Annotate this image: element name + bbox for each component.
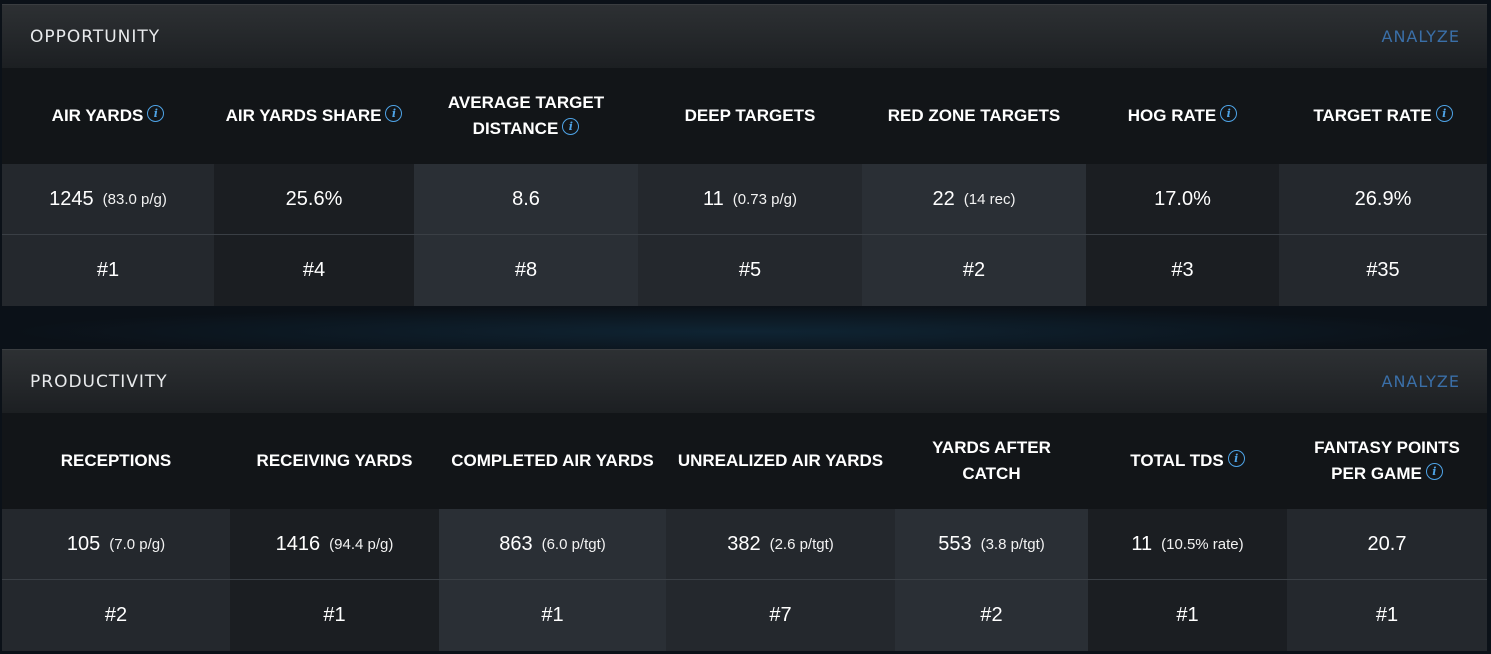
- metric-value-target-rate: 26.9%: [1279, 164, 1487, 235]
- info-icon[interactable]: i: [1227, 450, 1245, 467]
- metric-header-hog-rate: HOG RATE i: [1086, 68, 1279, 164]
- info-icon[interactable]: i: [1435, 105, 1453, 122]
- opportunity-analyze-link[interactable]: ANALYZE: [1381, 27, 1460, 46]
- metric-header-unrealized-air-yards: UNREALIZED AIR YARDS: [666, 413, 895, 509]
- metric-value-deep-targets: 11 (0.73 p/g): [638, 164, 862, 235]
- metric-sub: (94.4 p/g): [329, 535, 394, 553]
- metric-value: 105: [66, 532, 101, 555]
- metric-rank-receiving-yards: #1: [230, 580, 439, 651]
- metric-sub: (0.73 p/g): [732, 190, 797, 208]
- metric-sub: (3.8 p/tgt): [980, 535, 1045, 553]
- metric-label: FANTASY POINTS PER GAME: [1314, 438, 1460, 483]
- metric-header-deep-targets: DEEP TARGETS: [638, 68, 862, 164]
- metric-label: YARDS AFTER CATCH: [932, 438, 1051, 483]
- info-icon[interactable]: i: [385, 105, 403, 122]
- metric-label: COMPLETED AIR YARDS: [451, 451, 654, 470]
- metric-label: AIR YARDS: [51, 106, 144, 125]
- metric-label: RECEPTIONS: [60, 451, 172, 470]
- metric-header-target-rate: TARGET RATE i: [1279, 68, 1487, 164]
- productivity-analyze-link[interactable]: ANALYZE: [1381, 372, 1460, 391]
- metric-value-average-target-distance: 8.6: [414, 164, 638, 235]
- metric-label: AVERAGE TARGET DISTANCE: [447, 93, 605, 138]
- metric-rank-yards-after-catch: #2: [895, 580, 1088, 651]
- metric-rank-average-target-distance: #8: [414, 235, 638, 306]
- metric-label: RED ZONE TARGETS: [887, 106, 1061, 125]
- metric-value-hog-rate: 17.0%: [1086, 164, 1279, 235]
- metric-value-fantasy-points-per-game: 20.7: [1287, 509, 1487, 580]
- metric-rank-fantasy-points-per-game: #1: [1287, 580, 1487, 651]
- metric-label: TOTAL TDS: [1130, 451, 1224, 470]
- metric-header-total-tds: TOTAL TDS i: [1088, 413, 1287, 509]
- info-icon[interactable]: i: [1220, 105, 1238, 122]
- opportunity-panel: OPPORTUNITY ANALYZE AIR YARDS i AIR YARDS…: [2, 4, 1487, 306]
- metric-value-yards-after-catch: 553 (3.8 p/tgt): [895, 509, 1088, 580]
- metric-header-air-yards-share: AIR YARDS SHARE i: [214, 68, 414, 164]
- metric-value: 17.0%: [1154, 187, 1211, 210]
- metric-value-total-tds: 11 (10.5% rate): [1088, 509, 1287, 580]
- opportunity-header: OPPORTUNITY ANALYZE: [2, 4, 1487, 68]
- metric-rank-air-yards-share: #4: [214, 235, 414, 306]
- metric-rank-red-zone-targets: #2: [862, 235, 1086, 306]
- opportunity-metrics: AIR YARDS i AIR YARDS SHARE i AVERAGE TARG…: [2, 68, 1487, 306]
- opportunity-title: OPPORTUNITY: [30, 26, 161, 47]
- metric-header-fantasy-points-per-game: FANTASY POINTS PER GAME i: [1287, 413, 1487, 509]
- metric-header-air-yards: AIR YARDS i: [2, 68, 214, 164]
- metric-rank-deep-targets: #5: [638, 235, 862, 306]
- productivity-panel: PRODUCTIVITY ANALYZE RECEPTIONS RECEIVIN…: [2, 349, 1487, 651]
- metric-rank-receptions: #2: [2, 580, 230, 651]
- metric-sub: (2.6 p/tgt): [769, 535, 834, 553]
- metric-value: 8.6: [512, 187, 540, 210]
- metric-value-completed-air-yards: 863 (6.0 p/tgt): [439, 509, 666, 580]
- panel-gap: [0, 306, 1491, 349]
- metric-value-air-yards-share: 25.6%: [214, 164, 414, 235]
- metric-sub: (14 rec): [963, 190, 1016, 208]
- metric-header-receiving-yards: RECEIVING YARDS: [230, 413, 439, 509]
- metric-label: HOG RATE: [1127, 106, 1217, 125]
- metric-header-completed-air-yards: COMPLETED AIR YARDS: [439, 413, 666, 509]
- metric-sub: (7.0 p/g): [109, 535, 166, 553]
- metric-label: TARGET RATE: [1313, 106, 1432, 125]
- metric-sub: (83.0 p/g): [102, 190, 167, 208]
- metric-value: 20.7: [1367, 532, 1407, 555]
- metric-value: 11: [703, 187, 724, 210]
- metric-header-yards-after-catch: YARDS AFTER CATCH: [895, 413, 1088, 509]
- info-icon[interactable]: i: [147, 105, 165, 122]
- metric-header-receptions: RECEPTIONS: [2, 413, 230, 509]
- metric-value-receiving-yards: 1416 (94.4 p/g): [230, 509, 439, 580]
- metric-value-receptions: 105 (7.0 p/g): [2, 509, 230, 580]
- metric-value: 11: [1131, 532, 1153, 555]
- metric-value-red-zone-targets: 22 (14 rec): [862, 164, 1086, 235]
- metric-sub: (10.5% rate): [1161, 535, 1244, 553]
- info-icon[interactable]: i: [562, 118, 580, 135]
- metric-header-red-zone-targets: RED ZONE TARGETS: [862, 68, 1086, 164]
- metric-rank-completed-air-yards: #1: [439, 580, 666, 651]
- productivity-title: PRODUCTIVITY: [30, 371, 168, 392]
- metric-value: 22: [932, 187, 955, 210]
- metric-value: 1416: [275, 532, 321, 555]
- metric-value: 26.9%: [1354, 187, 1412, 210]
- metric-label: RECEIVING YARDS: [256, 451, 413, 470]
- metric-rank-unrealized-air-yards: #7: [666, 580, 895, 651]
- metric-value-air-yards: 1245 (83.0 p/g): [2, 164, 214, 235]
- metric-value: 25.6%: [285, 187, 343, 210]
- metric-rank-total-tds: #1: [1088, 580, 1287, 651]
- metric-value-unrealized-air-yards: 382 (2.6 p/tgt): [666, 509, 895, 580]
- metric-value: 863: [499, 532, 533, 555]
- metric-header-average-target-distance: AVERAGE TARGET DISTANCE i: [414, 68, 638, 164]
- productivity-header: PRODUCTIVITY ANALYZE: [2, 349, 1487, 413]
- metric-label: DEEP TARGETS: [684, 106, 816, 125]
- metric-rank-target-rate: #35: [1279, 235, 1487, 306]
- metric-label: UNREALIZED AIR YARDS: [677, 451, 884, 470]
- metric-value: 1245: [49, 187, 94, 210]
- metric-value: 382: [727, 532, 761, 555]
- metric-label: AIR YARDS SHARE: [225, 106, 382, 125]
- metric-rank-air-yards: #1: [2, 235, 214, 306]
- metric-rank-hog-rate: #3: [1086, 235, 1279, 306]
- info-icon[interactable]: i: [1425, 463, 1443, 480]
- metric-sub: (6.0 p/tgt): [541, 535, 606, 553]
- metric-value: 553: [938, 532, 972, 555]
- productivity-metrics: RECEPTIONS RECEIVING YARDS COMPLETED AIR…: [2, 413, 1487, 651]
